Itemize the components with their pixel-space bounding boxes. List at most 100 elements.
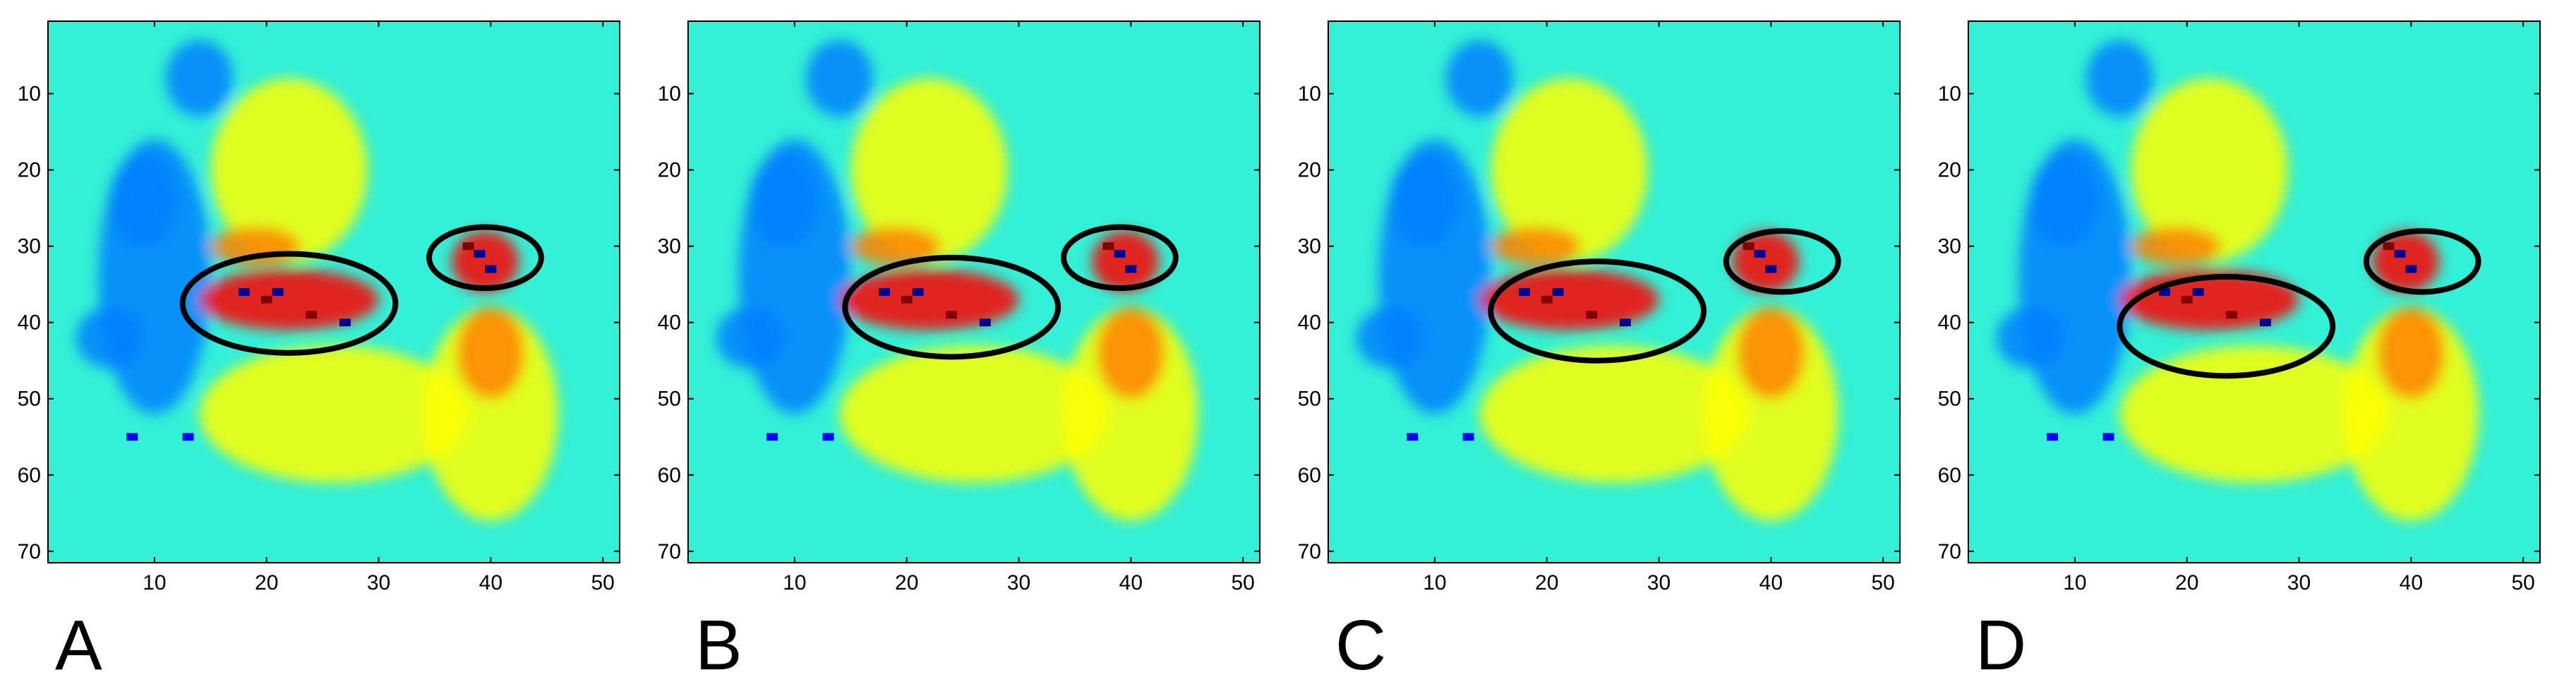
y-tick-label: 50 bbox=[1938, 388, 1961, 411]
annotation-ellipse bbox=[2363, 228, 2481, 295]
y-tick-label: 20 bbox=[1298, 159, 1321, 182]
y-tick-label: 50 bbox=[18, 388, 41, 411]
panel-c: 10 20 30 40 50 10 20 30 40 50 60 70 C bbox=[1298, 20, 1901, 685]
y-tick-label: 30 bbox=[1298, 235, 1321, 258]
axes-frame bbox=[687, 20, 1260, 563]
heatmap-blob bbox=[210, 227, 301, 265]
heatmap-blob bbox=[2086, 40, 2154, 117]
heatmap-blob bbox=[1491, 227, 1581, 265]
y-tick-label: 30 bbox=[658, 235, 681, 258]
heatmap-cell bbox=[2226, 311, 2238, 319]
x-tick-label: 10 bbox=[2063, 571, 2086, 595]
panel-d: 10 20 30 40 50 10 20 30 40 50 60 70 D bbox=[1938, 20, 2541, 685]
heatmap-blob bbox=[76, 307, 143, 369]
heatmap-cell bbox=[1552, 288, 1564, 296]
heatmap-blob bbox=[199, 269, 379, 330]
x-tick-label: 50 bbox=[591, 571, 614, 595]
y-tick-label: 60 bbox=[658, 464, 681, 487]
heatmap-field bbox=[1996, 40, 2479, 521]
heatmap-cell bbox=[879, 288, 890, 296]
x-tick-label: 40 bbox=[479, 571, 502, 595]
heatmap-blob bbox=[1479, 345, 1749, 483]
annotation-ellipse bbox=[426, 224, 544, 292]
panel-a: 10 20 30 40 50 10 20 30 40 50 60 70 A bbox=[18, 20, 620, 685]
x-tick-label: 30 bbox=[1007, 571, 1030, 595]
heatmap-blob bbox=[1996, 307, 2064, 369]
heatmap-cell bbox=[339, 318, 351, 327]
heatmap-cell bbox=[474, 250, 486, 258]
x-tick-label: 40 bbox=[1759, 571, 1783, 595]
y-tick-label: 70 bbox=[1298, 540, 1321, 563]
heatmap-blob bbox=[716, 307, 783, 369]
heatmap-field bbox=[76, 40, 558, 521]
panel-b: 10 20 30 40 50 10 20 30 40 50 60 70 B bbox=[658, 20, 1260, 685]
heatmap-cell bbox=[901, 295, 913, 304]
y-tick-label: 40 bbox=[658, 311, 681, 335]
heatmap-cell bbox=[260, 295, 272, 304]
heatmap-cell bbox=[126, 433, 138, 441]
y-tick-label: 30 bbox=[18, 235, 41, 258]
y-tick-label: 20 bbox=[1938, 159, 1961, 182]
heatmap-blob bbox=[2344, 307, 2479, 521]
panel-letter-a: A bbox=[55, 606, 102, 685]
heatmap-blob bbox=[1491, 78, 1648, 262]
heatmap-blob bbox=[423, 307, 558, 521]
annotation-ellipse bbox=[179, 251, 399, 356]
x-tick-label: 10 bbox=[143, 571, 166, 595]
heatmap-blob bbox=[1479, 269, 1659, 330]
heatmap-cell bbox=[1743, 242, 1755, 251]
x-tick-label: 50 bbox=[1231, 571, 1254, 595]
x-tick-label: 20 bbox=[2175, 571, 2198, 595]
heatmap-cell bbox=[2102, 433, 2114, 441]
panel-letter-d: D bbox=[1975, 606, 2026, 685]
heatmap-cell bbox=[1125, 265, 1137, 273]
heatmap-cell bbox=[1462, 433, 1474, 441]
heatmap-cell bbox=[1586, 311, 1598, 319]
heatmap-blob bbox=[1704, 307, 1838, 521]
heatmap-cell bbox=[1114, 250, 1126, 258]
heatmap-cell bbox=[1619, 318, 1631, 327]
axes-frame bbox=[47, 20, 620, 563]
heatmap-cell bbox=[979, 318, 991, 327]
x-tick-label: 20 bbox=[255, 571, 278, 595]
panel-letter-c: C bbox=[1335, 606, 1386, 685]
heatmap-cell bbox=[946, 311, 958, 319]
y-tick-label: 30 bbox=[1938, 235, 1961, 258]
heatmap-blob bbox=[1356, 307, 1424, 369]
heatmap-blob bbox=[2030, 155, 2097, 246]
heatmap-blob bbox=[1737, 307, 1805, 399]
x-tick-label: 20 bbox=[895, 571, 918, 595]
annotation-ellipse bbox=[1488, 258, 1707, 364]
y-tick-label: 60 bbox=[1938, 464, 1961, 487]
heatmap-blob bbox=[2131, 227, 2221, 265]
heatmap-cell bbox=[2394, 250, 2406, 258]
heatmap-cell bbox=[272, 288, 284, 296]
annotation-ellipse bbox=[1061, 224, 1179, 292]
x-tick-label: 40 bbox=[2400, 571, 2423, 595]
x-tick-label: 50 bbox=[2511, 571, 2534, 595]
heatmap-cell bbox=[1519, 288, 1530, 296]
heatmap-field bbox=[716, 40, 1198, 521]
heatmap-cell bbox=[2405, 265, 2417, 273]
y-tick-label: 10 bbox=[1298, 83, 1321, 106]
heatmap-blob bbox=[1445, 40, 1514, 117]
heatmap-blob bbox=[165, 40, 234, 117]
x-tick-label: 20 bbox=[1535, 571, 1558, 595]
heatmap-cell bbox=[306, 311, 318, 319]
x-tick-label: 50 bbox=[1871, 571, 1894, 595]
heatmap-cell bbox=[1754, 250, 1766, 258]
heatmap-blob bbox=[109, 155, 177, 246]
heatmap-blob bbox=[1064, 307, 1198, 521]
y-tick-label: 70 bbox=[18, 540, 41, 563]
annotation-ellipse bbox=[1723, 228, 1841, 295]
axes-frame bbox=[1968, 20, 2541, 563]
y-tick-label: 50 bbox=[1298, 388, 1321, 411]
heatmap-cell bbox=[2047, 433, 2059, 441]
heatmap-cell bbox=[822, 433, 834, 441]
y-tick-label: 40 bbox=[1298, 311, 1321, 335]
x-tick-label: 30 bbox=[367, 571, 390, 595]
heatmap-blob bbox=[805, 40, 874, 117]
annotation-ellipse bbox=[2117, 273, 2336, 379]
axes-frame bbox=[1328, 20, 1901, 563]
